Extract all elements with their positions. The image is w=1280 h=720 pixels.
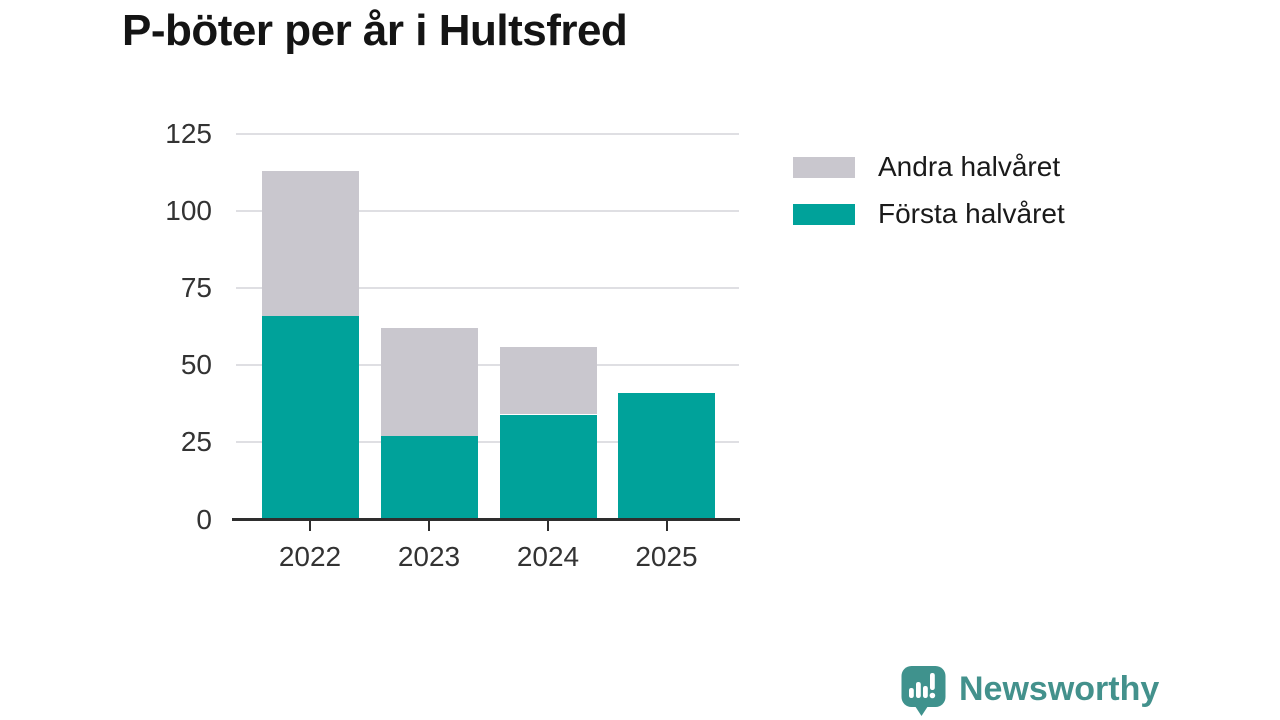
y-axis-label-50: 50 [180, 349, 212, 381]
gridline-75 [236, 286, 739, 289]
y-axis-label-0: 0 [196, 503, 212, 535]
gridline-50 [236, 364, 739, 367]
bar-2024-andra-halvaret [499, 346, 597, 415]
x-axis-line [232, 518, 740, 521]
brand-name: Newsworthy [959, 670, 1160, 708]
y-axis-label-75: 75 [180, 271, 212, 303]
legend-swatch-andra-halvaret [793, 156, 855, 178]
newsworthy-logo-icon [900, 664, 947, 720]
legend: Andra halvåret Första halvåret [793, 153, 1065, 228]
legend-swatch-forsta-halvaret [793, 203, 855, 225]
bar-2023-andra-halvaret [380, 328, 478, 437]
bar-2023-forsta-halvaret [380, 436, 478, 520]
x-axis-label-2024: 2024 [516, 541, 580, 572]
bar-2024-forsta-halvaret [499, 414, 597, 520]
legend-label: Andra halvåret [878, 151, 1061, 182]
y-axis-label-100: 100 [165, 194, 212, 226]
chart-title: P-böter per år i Hultsfred [122, 6, 628, 55]
y-axis-label-25: 25 [180, 426, 212, 458]
x-axis-tick-2024 [547, 521, 549, 531]
x-axis-label-2025: 2025 [635, 541, 698, 572]
y-axis-label-125: 125 [165, 117, 212, 149]
newsworthy-brand: Newsworthy [900, 664, 1159, 720]
gridline-100 [236, 209, 739, 212]
x-axis-tick-2023 [428, 521, 430, 531]
gridline-25 [236, 441, 739, 444]
x-axis-tick-2025 [665, 521, 668, 531]
x-axis-label-2023: 2023 [397, 541, 461, 572]
bar-2022-andra-halvaret [261, 170, 359, 316]
gridline-125 [236, 132, 739, 135]
legend-item-forsta-halvaret: Första halvåret [793, 200, 1065, 228]
x-axis-label-2022: 2022 [278, 541, 342, 572]
x-axis-tick-2022 [309, 521, 311, 531]
bar-2022-forsta-halvaret [261, 315, 359, 520]
legend-item-andra-halvaret: Andra halvåret [793, 153, 1065, 181]
legend-label: Första halvåret [878, 198, 1065, 229]
bar-2025-forsta-halvaret [618, 392, 715, 520]
